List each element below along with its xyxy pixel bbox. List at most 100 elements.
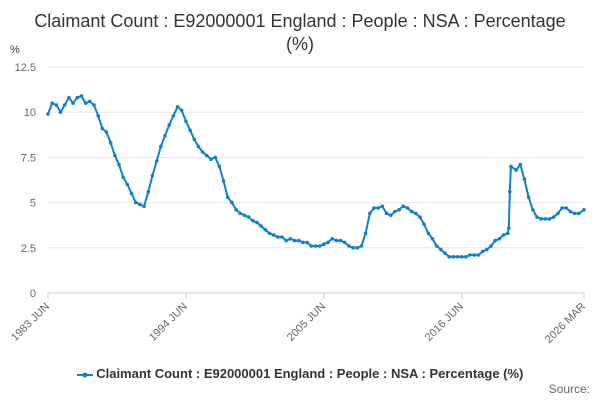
data-point xyxy=(62,103,67,107)
data-point xyxy=(376,206,381,210)
data-point xyxy=(238,211,242,216)
data-point xyxy=(263,227,268,232)
data-point xyxy=(560,206,564,210)
data-point xyxy=(355,246,360,250)
data-point xyxy=(514,168,518,172)
data-point xyxy=(451,254,456,259)
data-point xyxy=(493,238,498,243)
data-point xyxy=(117,162,121,167)
y-tick-label: 0 xyxy=(30,288,36,300)
data-point xyxy=(46,112,50,116)
data-point xyxy=(338,238,343,243)
data-point xyxy=(439,247,443,252)
data-point xyxy=(75,95,80,100)
data-point xyxy=(125,182,130,187)
data-point xyxy=(359,244,364,248)
data-point xyxy=(322,242,326,246)
data-point xyxy=(480,249,485,254)
data-point xyxy=(518,162,523,167)
data-point xyxy=(334,238,339,243)
data-point xyxy=(468,253,472,257)
data-point xyxy=(121,175,125,180)
data-point xyxy=(372,206,376,210)
data-point xyxy=(351,246,355,250)
data-point xyxy=(100,126,105,131)
data-point xyxy=(507,226,511,230)
data-point xyxy=(476,253,481,257)
series-line-group xyxy=(47,94,585,258)
data-point xyxy=(108,141,113,145)
data-point xyxy=(292,238,297,243)
y-axis-unit-label: % xyxy=(10,44,20,56)
legend-series-marker xyxy=(76,372,93,378)
data-point xyxy=(92,103,96,107)
data-point xyxy=(393,209,397,214)
data-point xyxy=(326,240,330,245)
data-point xyxy=(330,237,335,241)
data-point xyxy=(539,217,543,221)
data-point xyxy=(251,218,255,223)
data-point xyxy=(271,233,276,237)
data-point xyxy=(276,235,280,239)
data-point xyxy=(418,215,422,219)
data-point xyxy=(54,103,59,107)
data-point xyxy=(142,204,146,208)
data-point xyxy=(192,137,197,142)
y-tick-label: 5 xyxy=(30,198,36,210)
data-point xyxy=(288,237,293,241)
data-point xyxy=(489,244,493,248)
data-point xyxy=(67,95,71,100)
data-point xyxy=(96,114,100,118)
legend[interactable]: Claimant Count : E92000001 England : Peo… xyxy=(0,366,600,381)
data-point xyxy=(79,94,84,98)
data-point xyxy=(397,208,401,212)
data-point xyxy=(401,204,406,208)
data-point xyxy=(230,200,234,205)
data-point xyxy=(522,177,527,181)
data-point xyxy=(347,244,351,248)
data-point xyxy=(551,215,556,219)
data-point xyxy=(184,119,188,123)
data-point xyxy=(455,254,460,259)
gridlines xyxy=(48,66,584,294)
data-point xyxy=(497,237,502,241)
data-point xyxy=(505,231,510,236)
y-tick-label: 7.5 xyxy=(21,152,36,164)
data-point xyxy=(200,150,205,154)
data-point xyxy=(301,240,305,245)
data-point xyxy=(88,99,92,104)
data-point xyxy=(460,254,464,259)
data-point xyxy=(284,238,289,243)
y-tick-label: 2.5 xyxy=(21,243,36,255)
data-point xyxy=(443,251,447,255)
data-point xyxy=(280,235,284,239)
data-point xyxy=(317,244,322,248)
data-point xyxy=(405,206,410,210)
data-point xyxy=(309,244,314,248)
data-point xyxy=(246,215,251,219)
data-point xyxy=(50,101,54,105)
data-point xyxy=(342,240,347,245)
x-tick-label: 1994 JUN xyxy=(147,301,190,344)
data-point xyxy=(242,213,247,218)
x-axis: 1983 JUN 1994 JUN 2005 JUN 2016 JUN 2026 MAR xyxy=(9,292,588,346)
x-tick-label: 2016 JUN xyxy=(423,301,466,344)
data-point xyxy=(526,195,531,199)
series-line xyxy=(47,94,585,258)
data-point xyxy=(564,206,568,210)
data-point xyxy=(305,240,309,245)
data-point xyxy=(104,130,109,134)
data-point xyxy=(388,213,393,218)
data-point xyxy=(225,195,230,199)
data-point xyxy=(150,173,155,178)
data-point xyxy=(472,253,477,257)
data-point xyxy=(582,208,586,212)
data-point xyxy=(297,238,301,243)
data-point xyxy=(113,153,117,158)
data-point xyxy=(259,224,263,228)
data-point xyxy=(129,191,134,196)
data-point xyxy=(167,123,171,127)
data-point xyxy=(380,204,385,208)
x-tick-label: 2026 MAR xyxy=(543,301,588,346)
